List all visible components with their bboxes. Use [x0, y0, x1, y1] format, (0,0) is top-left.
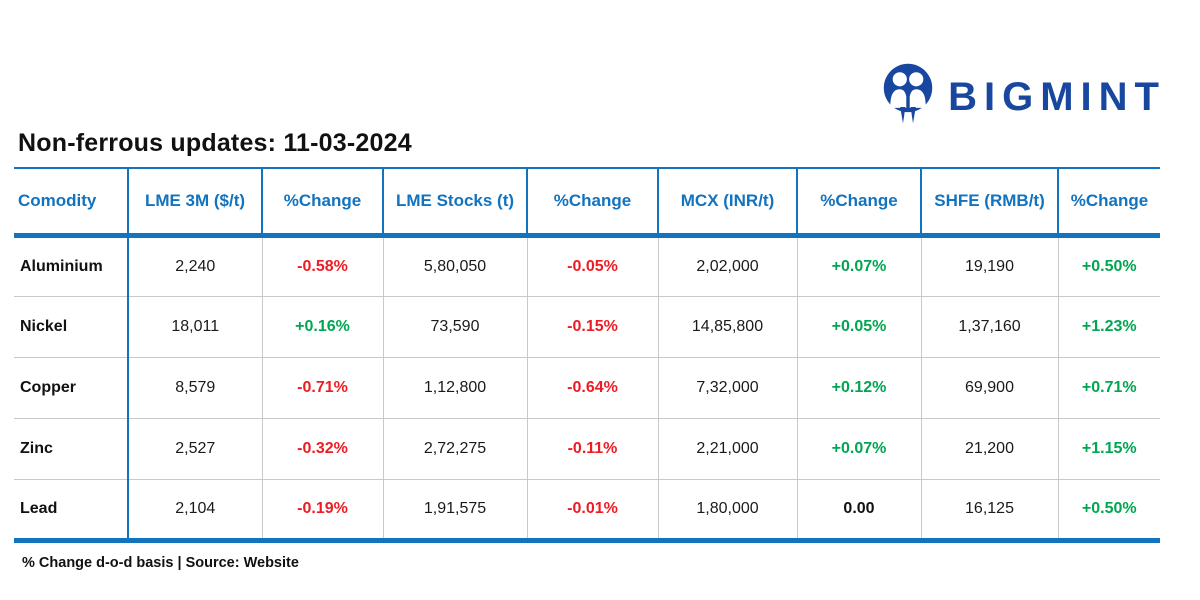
pct-change-cell: -0.01% — [526, 478, 658, 540]
table-row: Lead 2,104 -0.19% 1,91,575 -0.01% 1,80,000 0.0… — [14, 478, 1160, 540]
price-table: Comodity LME 3M ($/t) %Change LME Stocks (t… — [14, 167, 1160, 543]
table-row: Nickel 18,011 +0.16% 73,590 -0.15% 14,85,800 +… — [14, 295, 1160, 357]
price-table-wrap: Comodity LME 3M ($/t) %Change LME Stocks (t… — [14, 167, 1160, 543]
value-cell: 1,37,160 — [920, 295, 1058, 357]
value-cell: 69,900 — [920, 356, 1058, 418]
brand-name: BIGMINT — [948, 74, 1166, 119]
table-row: Zinc 2,527 -0.32% 2,72,275 -0.11% 2,21,000 +0.… — [14, 417, 1160, 479]
pct-change-cell: 0.00 — [796, 478, 921, 540]
value-cell: 1,91,575 — [382, 478, 527, 540]
value-cell: 5,80,050 — [382, 235, 527, 296]
table-row: Aluminium 2,240 -0.58% 5,80,050 -0.05% 2,02,0… — [14, 235, 1160, 296]
footer-note: % Change d-o-d basis | Source: Website — [22, 555, 299, 571]
column-header: LME 3M ($/t) — [127, 168, 262, 238]
column-header: %Change — [1057, 168, 1160, 238]
pct-change-cell: +1.23% — [1057, 295, 1160, 357]
pct-change-cell: +0.07% — [796, 235, 921, 296]
pct-change-cell: +0.71% — [1057, 356, 1160, 418]
commodity-name: Copper — [14, 356, 128, 418]
column-header: %Change — [796, 168, 921, 238]
value-cell: 18,011 — [127, 295, 262, 357]
value-cell: 14,85,800 — [657, 295, 797, 357]
pct-change-cell: +0.05% — [796, 295, 921, 357]
column-header: LME Stocks (t) — [382, 168, 527, 238]
value-cell: 2,21,000 — [657, 417, 797, 479]
column-header: %Change — [261, 168, 383, 238]
value-cell: 8,579 — [127, 356, 262, 418]
pct-change-cell: +1.15% — [1057, 417, 1160, 479]
pct-change-cell: -0.71% — [261, 356, 383, 418]
value-cell: 2,527 — [127, 417, 262, 479]
value-cell: 1,80,000 — [657, 478, 797, 540]
column-header: Comodity — [14, 168, 128, 238]
commodity-name: Nickel — [14, 295, 128, 357]
pct-change-cell: +0.50% — [1057, 478, 1160, 540]
pct-change-cell: -0.19% — [261, 478, 383, 540]
commodity-name: Aluminium — [14, 235, 128, 296]
value-cell: 7,32,000 — [657, 356, 797, 418]
value-cell: 2,02,000 — [657, 235, 797, 296]
pct-change-cell: -0.15% — [526, 295, 658, 357]
pct-change-cell: +0.50% — [1057, 235, 1160, 296]
value-cell: 2,104 — [127, 478, 262, 540]
column-header: %Change — [526, 168, 658, 238]
value-cell: 19,190 — [920, 235, 1058, 296]
commodity-name: Zinc — [14, 417, 128, 479]
pct-change-cell: -0.64% — [526, 356, 658, 418]
pct-change-cell: -0.32% — [261, 417, 383, 479]
table-body: Aluminium 2,240 -0.58% 5,80,050 -0.05% 2,02,0… — [14, 235, 1160, 540]
value-cell: 2,240 — [127, 235, 262, 296]
bigmint-logo: BIGMINT — [880, 62, 1166, 131]
page-title: Non-ferrous updates: 11-03-2024 — [18, 129, 412, 157]
header-row: Comodity LME 3M ($/t) %Change LME Stocks (t… — [14, 168, 1160, 238]
pct-change-cell: -0.11% — [526, 417, 658, 479]
pct-change-cell: +0.16% — [261, 295, 383, 357]
pct-change-cell: +0.12% — [796, 356, 921, 418]
table-row: Copper 8,579 -0.71% 1,12,800 -0.64% 7,32,000 +… — [14, 356, 1160, 418]
commodity-name: Lead — [14, 478, 128, 540]
value-cell: 1,12,800 — [382, 356, 527, 418]
value-cell: 73,590 — [382, 295, 527, 357]
column-header: MCX (INR/t) — [657, 168, 797, 238]
value-cell: 16,125 — [920, 478, 1058, 540]
value-cell: 2,72,275 — [382, 417, 527, 479]
bigmint-people-icon — [880, 62, 936, 131]
pct-change-cell: -0.58% — [261, 235, 383, 296]
column-header: SHFE (RMB/t) — [920, 168, 1058, 238]
value-cell: 21,200 — [920, 417, 1058, 479]
pct-change-cell: -0.05% — [526, 235, 658, 296]
pct-change-cell: +0.07% — [796, 417, 921, 479]
